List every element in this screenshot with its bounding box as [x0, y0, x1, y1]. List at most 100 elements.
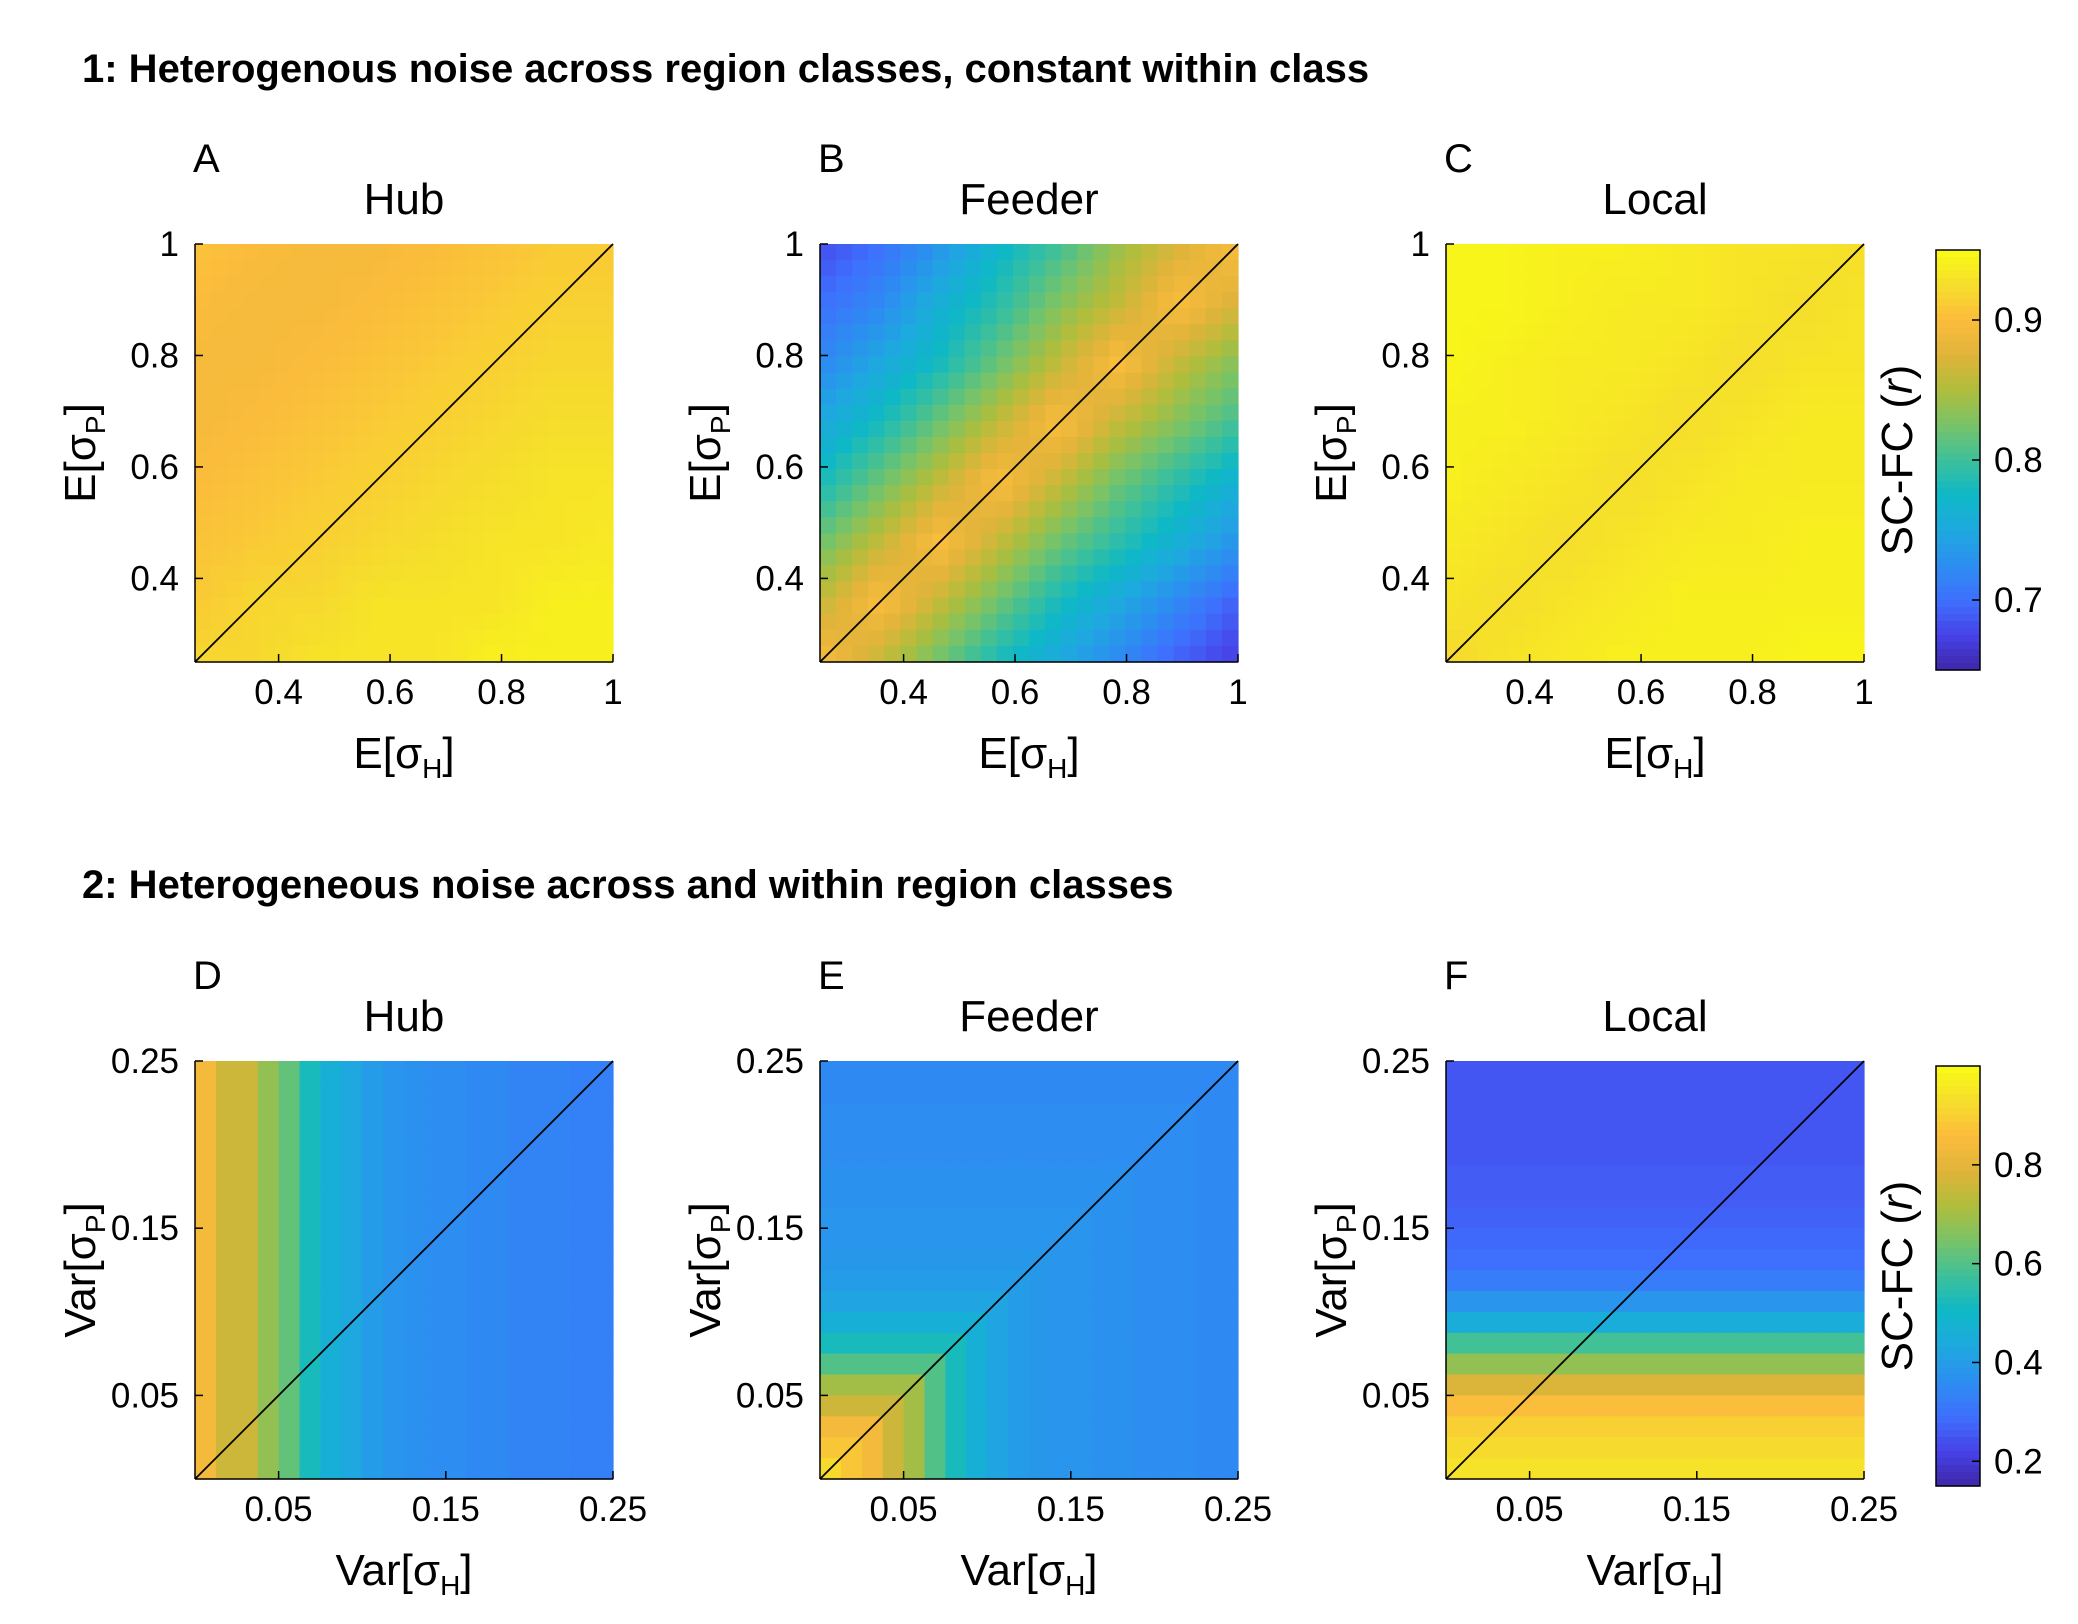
heatmap-cell [1738, 1186, 1761, 1208]
heatmap-cell [339, 629, 357, 647]
heatmap-cell [1154, 1081, 1176, 1104]
heatmap-cell [195, 1061, 217, 1083]
panel-title: Hub [364, 175, 445, 224]
heatmap-cell [195, 1353, 217, 1376]
heatmap-cell [1029, 1374, 1051, 1396]
heatmap-cell [1574, 629, 1592, 647]
heatmap-cell [948, 565, 966, 583]
heatmap-cell [387, 372, 405, 390]
heatmap-cell [1847, 340, 1865, 358]
heatmap-cell [1141, 292, 1159, 309]
heatmap-cell [1175, 1374, 1197, 1396]
heatmap-cell [339, 308, 357, 325]
heatmap-cell [299, 1332, 321, 1355]
heatmap-cell [980, 292, 998, 309]
heatmap-cell [1571, 1353, 1593, 1376]
heatmap-cell [1590, 453, 1608, 470]
heatmap-cell [1675, 1186, 1698, 1208]
heatmap-cell [916, 292, 934, 309]
heatmap-cell [1109, 517, 1127, 534]
heatmap-cell [1141, 629, 1159, 647]
heatmap-cell [966, 1290, 988, 1313]
heatmap-cell [1526, 549, 1544, 567]
heatmap-cell [1029, 1144, 1051, 1167]
heatmap-cell [278, 1270, 301, 1292]
heatmap-cell [529, 1186, 551, 1208]
colorbar-band [1936, 1346, 1980, 1354]
heatmap-cell [948, 613, 966, 631]
colorbar-band [1936, 1465, 1980, 1473]
heatmap-cell [1671, 340, 1688, 358]
heatmap-cell [964, 420, 982, 438]
heatmap-cell [980, 356, 998, 374]
heatmap-cell [1446, 533, 1463, 551]
heatmap-cell [355, 517, 373, 534]
heatmap-cell [1831, 501, 1849, 518]
heatmap-cell [529, 1395, 551, 1417]
heatmap-cell [1157, 501, 1175, 518]
heatmap-cell [1550, 1395, 1572, 1417]
heatmap-cell [195, 1332, 217, 1355]
colorbar-band [1936, 537, 1980, 545]
heatmap-cell [1029, 1102, 1051, 1125]
heatmap-cell [550, 1186, 572, 1208]
heatmap-cell [1687, 565, 1704, 583]
heatmap-cell [299, 1165, 321, 1187]
heatmap-cell [916, 485, 934, 502]
heatmap-cell [1478, 581, 1495, 599]
heatmap-cell [1622, 404, 1640, 422]
heatmap-cell [1008, 1228, 1030, 1250]
heatmap-cell [1045, 372, 1062, 390]
heatmap-cell [1189, 597, 1207, 615]
heatmap-cell [1634, 1228, 1656, 1250]
heatmap-cell [1061, 629, 1078, 647]
heatmap-cell [1508, 1081, 1531, 1104]
heatmap-cell [868, 581, 885, 599]
heatmap-cell [1133, 1081, 1155, 1104]
heatmap-cell [529, 1458, 551, 1480]
heatmap-cell [516, 404, 534, 422]
heatmap-cell [1093, 308, 1110, 325]
heatmap-cell [257, 1270, 280, 1292]
heatmap-cell [1799, 629, 1817, 647]
heatmap-cell [1175, 1081, 1197, 1104]
heatmap-cell [355, 613, 373, 631]
heatmap-cell [484, 420, 502, 438]
heatmap-cell [1759, 1416, 1781, 1438]
heatmap-cell [1831, 565, 1849, 583]
heatmap-cell [341, 1102, 363, 1125]
heatmap-cell [1029, 453, 1046, 470]
heatmap-cell [1606, 581, 1624, 599]
heatmap-cell [320, 1290, 342, 1313]
heatmap-cell [1029, 1165, 1051, 1187]
heatmap-cell [1189, 436, 1207, 454]
heatmap-cell [1529, 1249, 1552, 1271]
heatmap-cell [1133, 1395, 1155, 1417]
heatmap-cell [1175, 1228, 1197, 1250]
heatmap-cell [1719, 404, 1736, 422]
heatmap-cell [1045, 469, 1062, 486]
heatmap-cell [580, 372, 598, 390]
heatmap-cell [966, 1249, 988, 1271]
heatmap-cell [1655, 1228, 1677, 1250]
heatmap-cell [861, 1437, 884, 1459]
heatmap-cell [529, 1416, 551, 1438]
heatmap-cell [466, 1458, 489, 1480]
heatmap-cell [571, 1228, 593, 1250]
heatmap-cell [1613, 1353, 1635, 1376]
heatmap-cell [291, 308, 309, 325]
heatmap-cell [500, 453, 518, 470]
heatmap-cell [307, 517, 325, 534]
heatmap-cell [362, 1165, 384, 1187]
heatmap-cell [1077, 597, 1094, 615]
heatmap-cell [468, 453, 485, 470]
heatmap-cell [452, 356, 469, 374]
heatmap-cell [1175, 1332, 1197, 1355]
heatmap-cell [1822, 1144, 1844, 1167]
heatmap-cell [900, 533, 918, 551]
heatmap-cell [1801, 1186, 1823, 1208]
heatmap-cell [1815, 436, 1833, 454]
heatmap-cell [1466, 1374, 1489, 1396]
heatmap-cell [299, 1416, 321, 1438]
